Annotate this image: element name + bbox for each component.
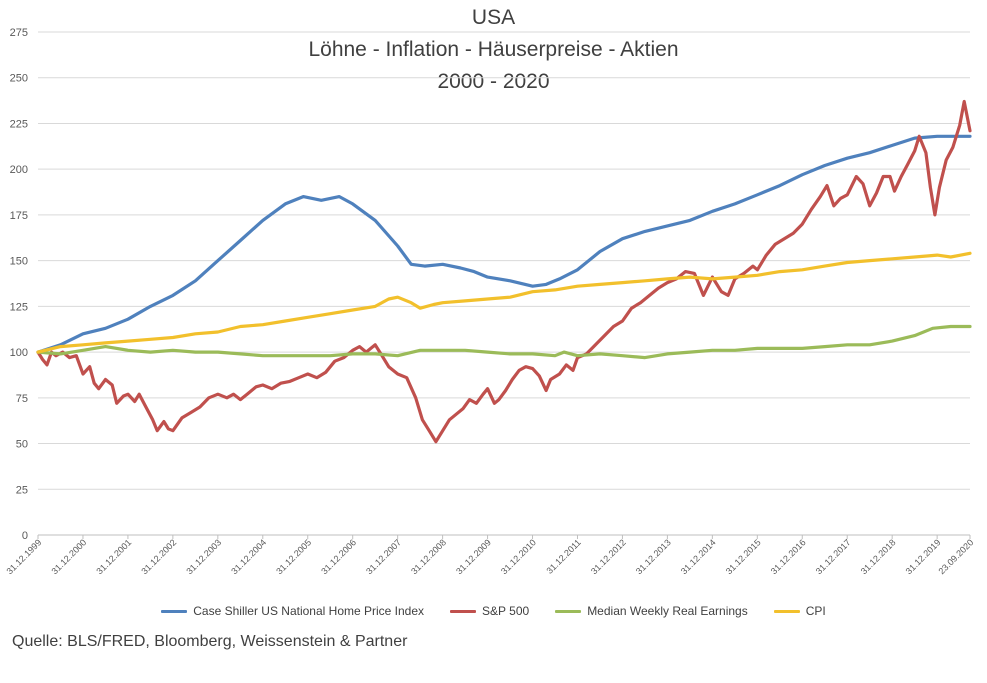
legend-label-sp500: S&P 500 (482, 604, 530, 618)
y-tick-label: 225 (10, 118, 28, 130)
series-line-2 (36, 324, 972, 360)
x-axis-ticks: 31.12.1999 31.12.2000 31.12.2001 31.12.2002… (4, 535, 975, 576)
x-tick-label: 31.12.2017 (814, 537, 853, 576)
x-tick-label: 31.12.2002 (139, 537, 178, 576)
chart-title-line-2: Löhne - Inflation - Häuserpreise - Aktie… (308, 38, 679, 61)
x-tick-label: 31.12.2011 (544, 537, 582, 575)
x-tick-label: 31.12.2008 (409, 537, 448, 576)
legend-label-case-shiller: Case Shiller US National Home Price Inde… (193, 604, 425, 618)
y-tick-label: 100 (10, 347, 28, 359)
chart-title-line-3: 2000 - 2020 (437, 70, 550, 93)
x-tick-label: 31.12.2018 (859, 537, 898, 576)
x-tick-label: 31.12.2006 (319, 537, 358, 576)
x-tick-label: 31.12.2016 (769, 537, 808, 576)
y-axis-ticks: 0 25 50 75 100 125 150 175 200 225 250 275 (10, 27, 28, 542)
y-tick-label: 275 (10, 27, 28, 39)
y-tick-label: 50 (16, 439, 28, 451)
legend-label-earnings: Median Weekly Real Earnings (587, 604, 748, 618)
x-tick-label: 31.12.2014 (679, 537, 718, 576)
x-tick-label: 23.09.2020 (936, 537, 975, 576)
legend-swatch-case-shiller (161, 609, 188, 613)
legend-item-earnings: Median Weekly Real Earnings (555, 604, 748, 618)
y-tick-label: 175 (10, 210, 28, 222)
x-tick-label: 31.12.2000 (49, 537, 88, 576)
chart-title-line-1: USA (471, 6, 516, 29)
legend-swatch-cpi (773, 609, 800, 613)
legend: Case Shiller US National Home Price Inde… (0, 604, 987, 618)
x-tick-label: 31.12.2010 (499, 537, 538, 576)
x-tick-label: 31.12.2013 (634, 537, 673, 576)
x-tick-label: 31.12.2005 (274, 537, 313, 576)
y-tick-label: 250 (10, 73, 28, 85)
x-tick-label: 31.12.2007 (364, 537, 403, 576)
x-tick-label: 31.12.2001 (94, 537, 133, 576)
x-tick-label: 31.12.2004 (229, 537, 268, 576)
x-tick-label: 31.12.2015 (724, 537, 763, 576)
source-note: Quelle: BLS/FRED, Bloomberg, Weissenstei… (12, 633, 408, 650)
x-tick-label: 31.12.2009 (454, 537, 493, 576)
series-line-0 (36, 134, 972, 354)
series-line-3 (36, 251, 972, 354)
series-lines (36, 99, 972, 444)
y-tick-label: 75 (16, 393, 28, 405)
legend-item-cpi: CPI (773, 604, 826, 618)
legend-label-cpi: CPI (805, 604, 826, 618)
y-tick-label: 25 (16, 484, 28, 496)
legend-item-case-shiller: Case Shiller US National Home Price Inde… (161, 604, 424, 618)
series-line-1 (36, 99, 972, 444)
gridlines (38, 31, 970, 536)
x-tick-label: 31.12.2012 (589, 537, 628, 576)
y-tick-label: 200 (10, 164, 28, 176)
x-tick-label: 31.12.2003 (184, 537, 223, 576)
y-tick-label: 0 (22, 530, 28, 542)
line-chart: 0 25 50 75 100 125 150 175 200 225 250 275 31.12.19… (4, 27, 975, 576)
legend-item-sp500: S&P 500 (450, 604, 529, 618)
y-tick-label: 125 (10, 301, 28, 313)
x-tick-label: 31.12.1999 (4, 537, 43, 576)
legend-swatch-earnings (555, 609, 582, 613)
y-tick-label: 150 (10, 256, 28, 268)
legend-swatch-sp500 (450, 609, 477, 613)
